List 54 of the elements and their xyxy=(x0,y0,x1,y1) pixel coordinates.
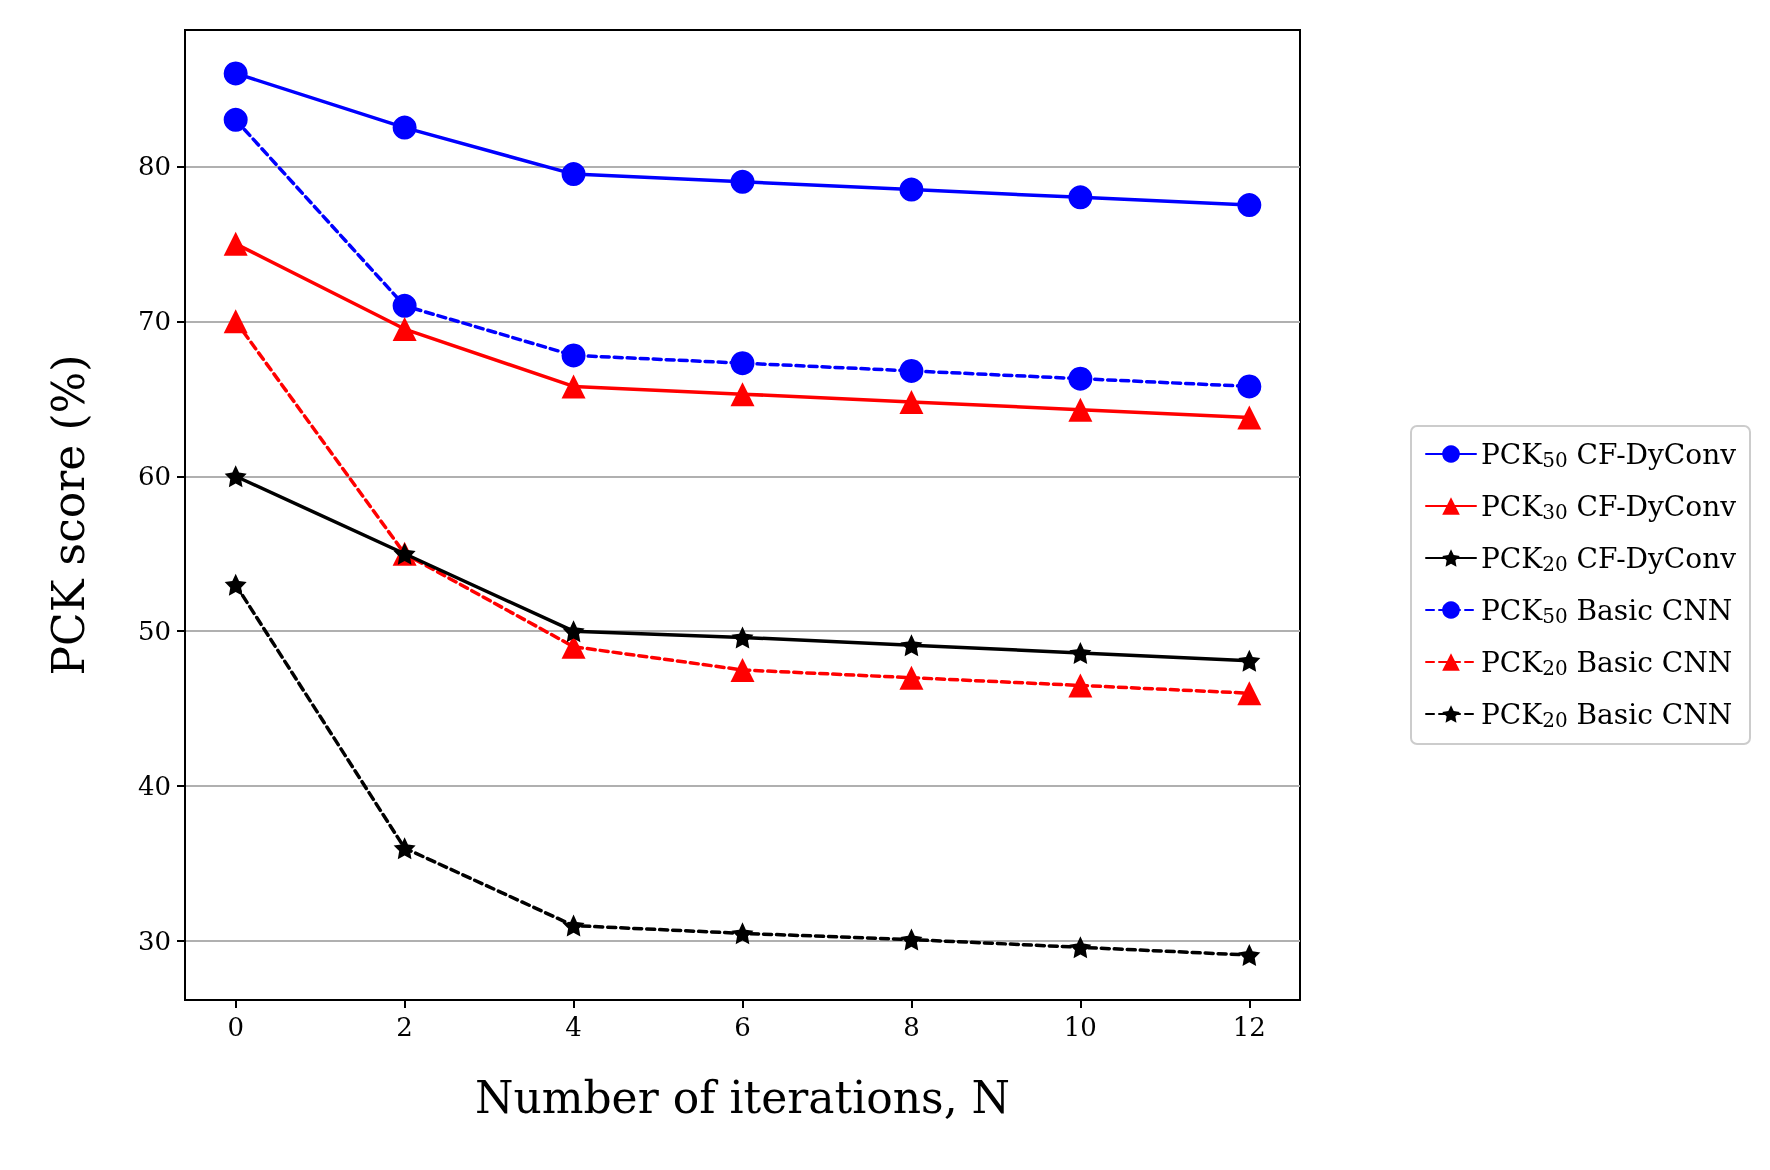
point xyxy=(393,837,416,860)
point xyxy=(561,343,586,368)
point xyxy=(1237,405,1262,430)
x-axis-title: Number of iterations, N xyxy=(474,1071,1011,1123)
point xyxy=(223,107,248,132)
x-tick-label: 4 xyxy=(565,1012,582,1042)
x-tick-label: 6 xyxy=(734,1012,751,1042)
point xyxy=(223,231,248,256)
y-tick-label: 80 xyxy=(137,151,171,182)
point xyxy=(223,309,248,334)
point xyxy=(900,928,923,951)
point xyxy=(1238,649,1261,672)
point xyxy=(392,115,417,140)
y-tick-label: 40 xyxy=(137,771,171,802)
point xyxy=(224,465,247,488)
y-tick-label: 60 xyxy=(137,461,171,492)
point xyxy=(223,61,248,86)
y-tick-label: 70 xyxy=(137,306,171,337)
point xyxy=(899,665,924,690)
x-tick-label: 0 xyxy=(227,1012,244,1042)
point xyxy=(900,634,923,657)
point xyxy=(731,922,754,945)
x-tick-label: 12 xyxy=(1232,1012,1266,1042)
point xyxy=(1068,397,1093,422)
point xyxy=(730,382,755,407)
point xyxy=(730,657,755,682)
point xyxy=(731,626,754,649)
point xyxy=(899,177,924,202)
point xyxy=(1237,193,1262,218)
point xyxy=(1238,944,1261,967)
point xyxy=(730,351,755,376)
x-tick-label: 10 xyxy=(1063,1012,1097,1042)
point xyxy=(1069,641,1092,664)
point xyxy=(1068,673,1093,698)
point xyxy=(392,293,417,318)
point xyxy=(392,317,417,342)
point xyxy=(562,914,585,937)
y-tick-label: 50 xyxy=(137,616,171,647)
point xyxy=(1068,185,1093,210)
y-axis-title: PCK score (%) xyxy=(42,354,94,676)
x-tick-label: 2 xyxy=(396,1012,413,1042)
point xyxy=(899,358,924,383)
point xyxy=(561,374,586,399)
point xyxy=(730,169,755,194)
point xyxy=(1069,936,1092,959)
point xyxy=(561,162,586,187)
point xyxy=(1237,374,1262,399)
point xyxy=(899,389,924,414)
point xyxy=(224,573,247,596)
y-tick-label: 30 xyxy=(137,926,171,957)
x-tick-label: 8 xyxy=(903,1012,920,1042)
point xyxy=(562,620,585,643)
point xyxy=(1068,366,1093,391)
point xyxy=(1237,681,1262,706)
